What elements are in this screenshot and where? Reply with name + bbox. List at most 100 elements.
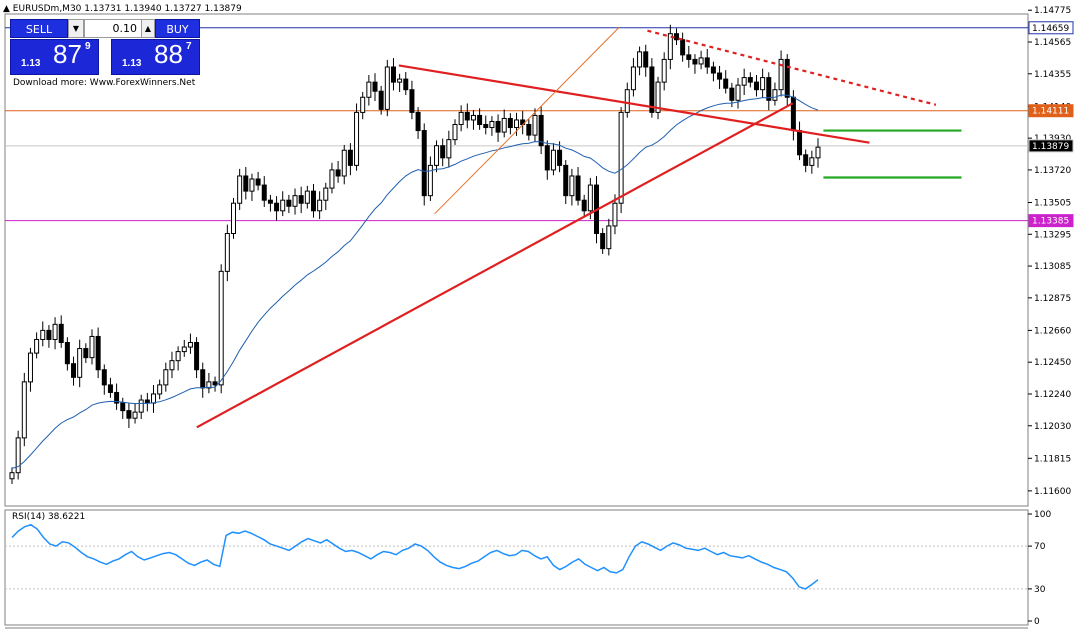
candle-body bbox=[477, 114, 483, 126]
candle-body bbox=[15, 437, 21, 474]
candle-body bbox=[144, 399, 150, 404]
candle-body bbox=[95, 335, 101, 371]
candle-body bbox=[360, 96, 366, 113]
candle-body bbox=[643, 51, 649, 68]
candle-body bbox=[778, 58, 784, 91]
y-axis-tick-label: 1.14565 bbox=[1034, 38, 1071, 48]
rsi-chart-frame bbox=[4, 509, 1029, 626]
candle-body bbox=[157, 384, 163, 395]
candle-body bbox=[624, 89, 630, 113]
candle-body bbox=[563, 164, 569, 197]
download-note: Download more: Www.ForexWinners.Net bbox=[13, 78, 196, 88]
buy-button[interactable]: BUY bbox=[155, 19, 200, 38]
candle-body bbox=[649, 66, 655, 113]
trendline bbox=[647, 29, 937, 106]
candle-body bbox=[507, 117, 513, 129]
candle-body bbox=[661, 58, 667, 83]
volume-input[interactable]: 0.10 bbox=[84, 19, 142, 38]
price-level-label: 1.14111 bbox=[1032, 107, 1069, 117]
candle-body bbox=[797, 130, 803, 156]
candle-body bbox=[274, 202, 280, 212]
candle-body bbox=[710, 66, 716, 74]
candle-body bbox=[384, 66, 390, 110]
candle-body bbox=[243, 175, 249, 192]
candle-body bbox=[64, 342, 70, 365]
candle-body bbox=[52, 323, 58, 340]
candle-body bbox=[317, 199, 323, 212]
candle-body bbox=[692, 58, 698, 65]
moving-average-line bbox=[11, 94, 819, 469]
price-level-label: 1.13385 bbox=[1032, 217, 1069, 227]
candle-body bbox=[286, 199, 292, 207]
candle-body bbox=[390, 66, 396, 83]
candle-body bbox=[489, 120, 495, 129]
sell-button[interactable]: SELL bbox=[10, 19, 68, 38]
candle-body bbox=[175, 351, 181, 362]
candle-body bbox=[526, 124, 532, 136]
candle-body bbox=[224, 233, 230, 272]
candle-body bbox=[790, 96, 796, 132]
candle-body bbox=[415, 111, 421, 132]
candle-body bbox=[452, 124, 458, 141]
y-axis-tick-label: 1.13930 bbox=[1034, 134, 1071, 144]
candle-body bbox=[151, 393, 157, 404]
candle-body bbox=[280, 199, 286, 212]
candle-body bbox=[538, 114, 544, 147]
sell-price-box[interactable]: 1.13 87 9 bbox=[10, 39, 99, 75]
candle-body bbox=[372, 81, 378, 92]
candle-body bbox=[587, 184, 593, 212]
candle-body bbox=[292, 195, 298, 207]
candle-body bbox=[550, 149, 556, 171]
buy-price-box[interactable]: 1.13 88 7 bbox=[111, 39, 200, 75]
candle-body bbox=[403, 78, 409, 91]
candle-body bbox=[544, 145, 550, 171]
candle-body bbox=[434, 145, 440, 166]
candle-body bbox=[46, 329, 52, 340]
candle-body bbox=[698, 57, 704, 65]
candle-body bbox=[458, 111, 464, 126]
candle-body bbox=[766, 77, 772, 101]
candle-body bbox=[618, 111, 624, 204]
candle-body bbox=[71, 363, 77, 378]
candle-body bbox=[310, 190, 316, 212]
candle-body bbox=[514, 119, 520, 129]
volume-up-icon[interactable]: ▲ bbox=[141, 19, 155, 38]
candle-body bbox=[298, 195, 304, 204]
price-level-tag bbox=[1028, 139, 1074, 153]
candle-body bbox=[89, 335, 95, 359]
candle-body bbox=[194, 342, 200, 371]
candle-body bbox=[427, 164, 433, 197]
y-axis-tick-label: 1.12240 bbox=[1034, 390, 1071, 400]
candle-body bbox=[230, 202, 236, 235]
trendline bbox=[398, 64, 870, 144]
candle-body bbox=[378, 90, 384, 110]
candle-body bbox=[606, 225, 612, 250]
rsi-axis-tick-label: 100 bbox=[1034, 510, 1051, 520]
candle-body bbox=[58, 323, 64, 344]
candle-body bbox=[397, 78, 403, 83]
price-level-tag bbox=[1028, 104, 1074, 118]
chart-symbol-header: ▲ EURUSDm,M30 1.13731 1.13940 1.13727 1.… bbox=[3, 4, 242, 14]
candle-body bbox=[772, 89, 778, 101]
buy-price-small: 1.13 bbox=[122, 58, 142, 69]
candle-body bbox=[101, 369, 107, 386]
candle-body bbox=[206, 381, 212, 389]
candle-body bbox=[34, 338, 40, 354]
candle-body bbox=[612, 202, 618, 227]
candle-body bbox=[304, 190, 310, 204]
candle-body bbox=[729, 87, 735, 101]
volume-dropdown-icon[interactable]: ▼ bbox=[68, 19, 84, 38]
candle-body bbox=[249, 178, 255, 192]
candle-body bbox=[723, 78, 729, 89]
candle-body bbox=[107, 384, 113, 393]
candle-body bbox=[637, 51, 643, 68]
candle-body bbox=[735, 84, 741, 101]
candle-body bbox=[760, 77, 766, 91]
chart-title: EURUSDm,M30 bbox=[12, 4, 82, 14]
y-axis-tick-label: 1.12875 bbox=[1034, 294, 1071, 304]
candle-body bbox=[569, 175, 575, 197]
candle-body bbox=[673, 33, 679, 41]
y-axis-tick-label: 1.12030 bbox=[1034, 422, 1071, 432]
candle-body bbox=[329, 169, 335, 189]
